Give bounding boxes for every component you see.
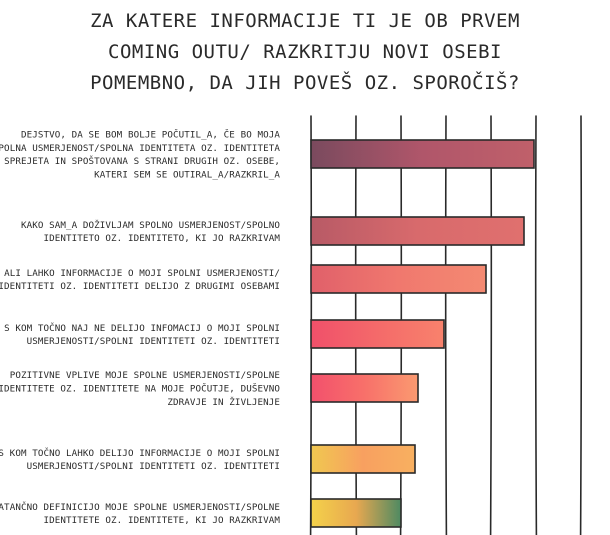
bar-2 [310, 216, 525, 246]
chart-title-line-3: pomembno, da jih poveš oz. sporočiš? [90, 72, 520, 94]
category-label-7: Natančno definicijo moje spolne usmerjen… [0, 501, 280, 526]
category-label-3-line-2: spolni identiteti oz. identiteti delijo … [0, 281, 280, 292]
category-label-2-line-2: identiteto oz. identiteto, ki jo razkriv… [43, 233, 280, 244]
category-label-4-line-1: S kom točno naj ne delijo infomacij o mo… [4, 322, 280, 334]
category-label-1-line-1: Dejstvo, da se bom bolje počutil_a, če b… [21, 128, 280, 140]
category-label-7-line-2: identitete oz. identitete, ki jo razkriv… [43, 515, 280, 526]
category-label-5: Pozitivne vplive moje spolne usmerjenost… [0, 370, 280, 408]
chart-title: Za katere informacije ti je ob prvem com… [0, 6, 610, 99]
category-label-2-line-1: Kako sam_a doživljam spolno usmerjenost/… [21, 219, 280, 231]
chart-title-line-1: Za katere informacije ti je ob prvem [90, 10, 520, 32]
bar-6 [310, 444, 416, 474]
category-label-1: Dejstvo, da se bom bolje počutil_a, če b… [0, 128, 280, 180]
category-label-4-line-2: usmerjenosti/spolni identiteti oz. ident… [27, 336, 280, 347]
category-label-1-line-4: kateri sem se outiral_a/razkril_a [94, 170, 280, 181]
category-label-5-line-1: Pozitivne vplive moje spolne usmerjenost… [10, 370, 280, 381]
gridline-270 [579, 115, 583, 535]
category-label-3: Ali lahko informacije o moji spolni usme… [0, 268, 280, 292]
bar-7 [310, 498, 402, 528]
chart-category-labels: Dejstvo, da se bom bolje počutil_a, če b… [0, 128, 280, 526]
gridline-135 [444, 115, 448, 535]
category-label-6-line-1: S kom točno lahko delijo informacije o m… [0, 447, 280, 459]
category-label-6-line-2: usmerjenosti/spolni identiteti oz. ident… [27, 461, 280, 472]
category-label-5-line-3: zdravje in življenje [167, 396, 280, 408]
category-label-4: S kom točno naj ne delijo infomacij o mo… [4, 322, 280, 347]
category-label-5-line-2: identitete oz. identitete na moje počutj… [0, 383, 280, 395]
bar-1 [310, 139, 535, 169]
bar-4 [310, 319, 445, 349]
category-label-2: Kako sam_a doživljam spolno usmerjenost/… [21, 219, 280, 244]
category-label-6: S kom točno lahko delijo informacije o m… [0, 447, 280, 472]
category-label-1-line-2: spolna usmerjenost/spolna identiteta oz.… [0, 143, 280, 154]
category-label-1-line-3: sprejeta in spoštovana s strani drugih o… [4, 155, 280, 167]
category-label-7-line-1: Natančno definicijo moje spolne usmerjen… [0, 501, 280, 513]
category-label-3-line-1: Ali lahko informacije o moji spolni usme… [4, 268, 280, 279]
bar-5 [310, 373, 419, 403]
gridline-225 [534, 115, 538, 535]
chart-title-line-2: coming outu/ razkritju novi osebi [108, 41, 502, 63]
bar-3 [310, 264, 487, 294]
gridline-180 [489, 115, 493, 535]
chart-bars [310, 139, 535, 528]
